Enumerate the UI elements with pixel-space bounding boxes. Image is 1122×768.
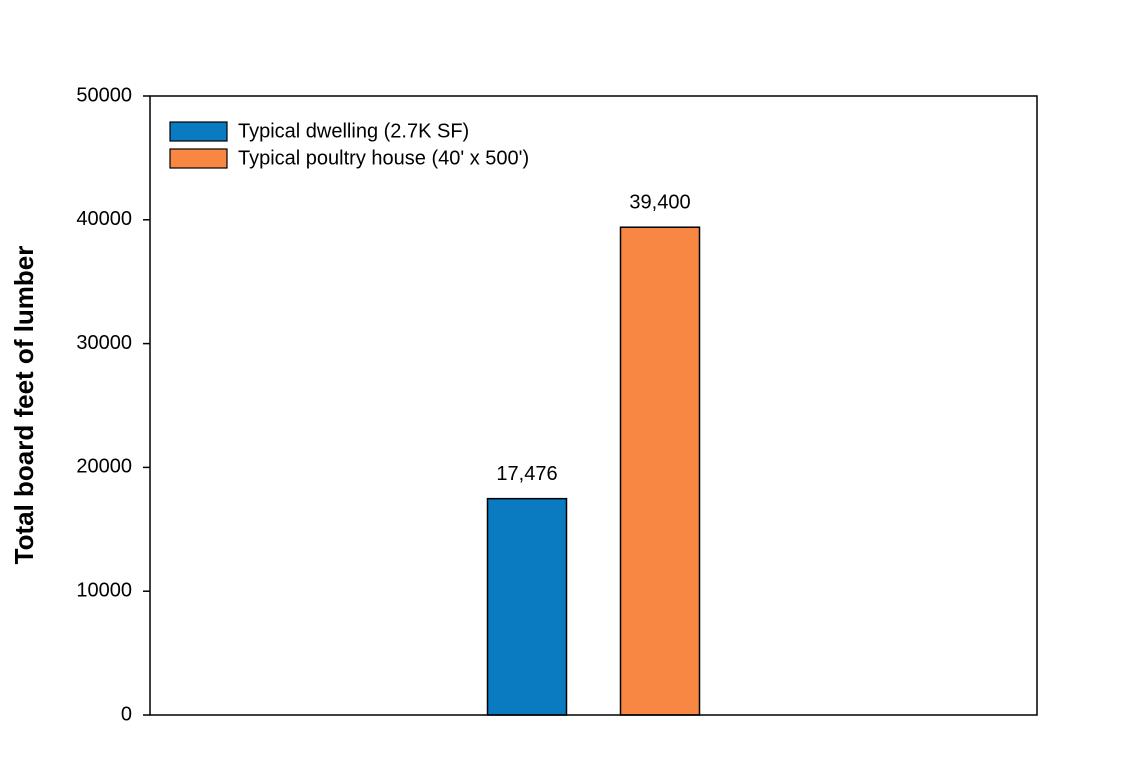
y-tick-label: 0 bbox=[121, 703, 132, 725]
y-tick-label: 50000 bbox=[76, 84, 132, 106]
y-tick-label: 40000 bbox=[76, 208, 132, 230]
y-tick-label: 20000 bbox=[76, 456, 132, 478]
y-tick-label: 30000 bbox=[76, 332, 132, 354]
plot-frame bbox=[149, 95, 1038, 716]
value-label: 39,400 bbox=[629, 192, 690, 214]
value-label: 17,476 bbox=[496, 463, 557, 485]
bar bbox=[619, 226, 701, 716]
legend-swatch bbox=[169, 121, 228, 142]
legend-label: Typical poultry house (40' x 500') bbox=[238, 147, 529, 169]
legend-label: Typical dwelling (2.7K SF) bbox=[238, 120, 469, 142]
y-axis-label: Total board feet of lumber bbox=[9, 246, 39, 565]
legend-swatch bbox=[169, 148, 228, 169]
y-tick-label: 10000 bbox=[76, 579, 132, 601]
bar bbox=[486, 497, 568, 716]
